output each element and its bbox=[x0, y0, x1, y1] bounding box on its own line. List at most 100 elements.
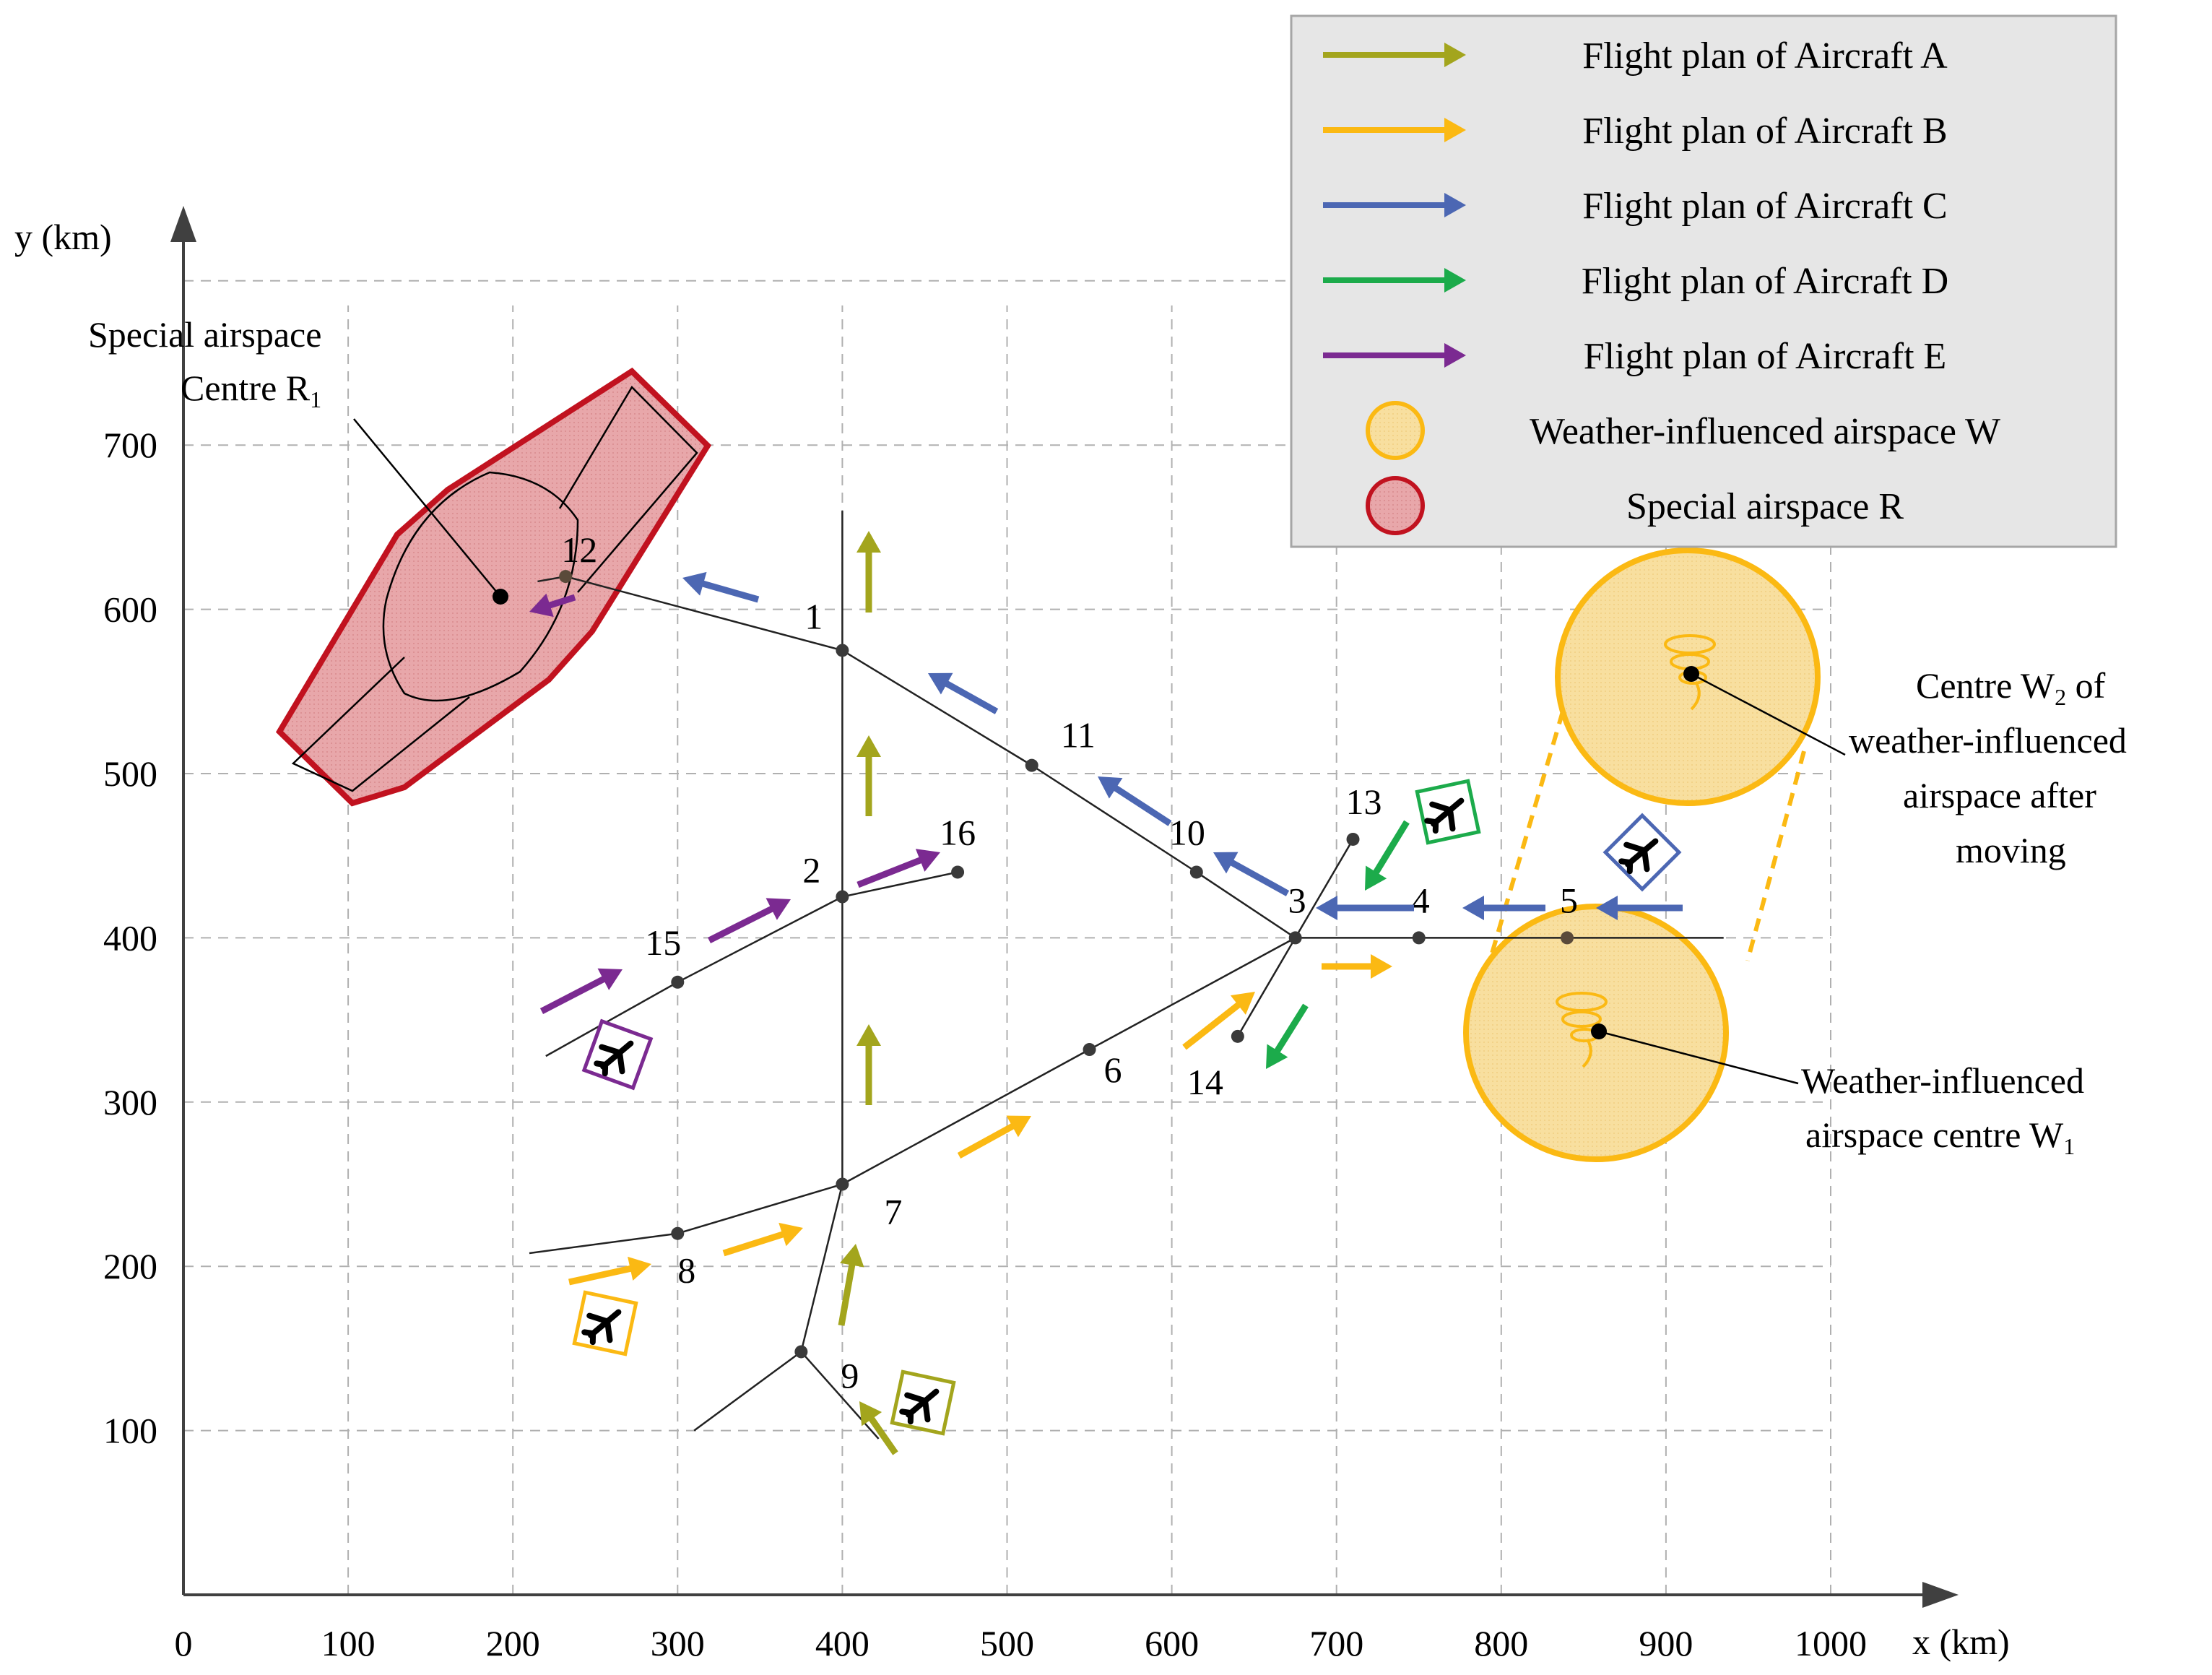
aircraft-c-arrow-head bbox=[1596, 896, 1618, 920]
aircraft-d-arrow-head bbox=[1266, 1044, 1288, 1069]
aircraft-b-arrow-head bbox=[1230, 992, 1255, 1015]
weather-airspace bbox=[1463, 547, 1846, 1162]
legend-arrow-2 bbox=[1323, 193, 1466, 217]
aircraft-e-arrow-head bbox=[529, 593, 554, 618]
special-airspace-inner-box-top bbox=[558, 385, 698, 593]
x-tick-label: 800 bbox=[1474, 1623, 1528, 1663]
w1-label-line2: airspace centre W1 bbox=[1805, 1114, 2075, 1159]
aircraft-c-arrow bbox=[1213, 852, 1290, 896]
aircraft-d-arrow-head bbox=[1365, 865, 1387, 891]
aircraft-c-arrow bbox=[928, 672, 999, 714]
aircraft-a-arrow-head bbox=[856, 735, 881, 757]
legend-arrow-4-head bbox=[1444, 343, 1466, 368]
route-segment bbox=[1031, 764, 1197, 873]
x-tick-label: 300 bbox=[651, 1623, 705, 1663]
route-segment bbox=[1088, 937, 1296, 1051]
waypoint-label-13: 13 bbox=[1346, 782, 1382, 822]
route-segment bbox=[565, 575, 843, 652]
aircraft-b-arrow-head bbox=[1006, 1115, 1031, 1138]
x-tick-label: 100 bbox=[321, 1623, 376, 1663]
aircraft-b-arrow bbox=[957, 1115, 1031, 1159]
aircraft-c-arrow-head bbox=[1098, 776, 1123, 799]
waypoint-label-14: 14 bbox=[1187, 1062, 1223, 1102]
special-airspace-r bbox=[275, 367, 712, 807]
route-segment bbox=[1196, 871, 1296, 939]
y-tick-labels: 100 200 300 400 500 600 700 bbox=[103, 425, 157, 1450]
special-airspace-inner-ellipse bbox=[382, 471, 579, 702]
aircraft-b-arrow-head bbox=[628, 1256, 651, 1281]
aircraft-c-arrow-head bbox=[928, 672, 953, 695]
annotations: Special airspace Centre R1 Centre W2 of … bbox=[88, 314, 2127, 1159]
y-tick-label: 400 bbox=[103, 917, 157, 958]
route-segment bbox=[1236, 937, 1296, 1037]
flight-plan-arrows bbox=[529, 531, 1683, 1455]
legend-label-4: Flight plan of Aircraft E bbox=[1584, 336, 1947, 377]
aircraft-c-arrow bbox=[1316, 896, 1414, 920]
waypoint-15 bbox=[671, 975, 685, 989]
waypoint-16 bbox=[951, 865, 965, 879]
waypoint-11 bbox=[1025, 758, 1038, 772]
waypoint-1 bbox=[836, 644, 849, 657]
special-airspace-inner-box-bottom bbox=[291, 657, 470, 792]
y-tick-label: 100 bbox=[103, 1411, 157, 1451]
legend-swatch-6 bbox=[1366, 476, 1425, 535]
waypoint-10 bbox=[1189, 865, 1203, 879]
y-tick-label: 200 bbox=[103, 1246, 157, 1286]
route-segment bbox=[677, 896, 843, 983]
aircraft-e-arrow-shaft bbox=[707, 905, 775, 944]
x-tick-label: 600 bbox=[1145, 1623, 1199, 1663]
aircraft-b-arrow bbox=[722, 1222, 803, 1257]
route-segment bbox=[842, 871, 958, 898]
route-segment bbox=[693, 1351, 802, 1432]
x-tick-label: 500 bbox=[980, 1623, 1034, 1663]
waypoint-label-11: 11 bbox=[1061, 715, 1096, 756]
x-tick-labels: 0 100 200 300 400 500 600 700 800 900 1000 bbox=[175, 1623, 1868, 1663]
aircraft-d-arrow-shaft bbox=[1274, 1003, 1309, 1054]
aircraft-a-arrow-head bbox=[840, 1244, 864, 1268]
weather-tangent-left bbox=[1474, 711, 1565, 1008]
w2-label-line1: Centre W2 of bbox=[1916, 665, 2106, 710]
route-segment bbox=[529, 1232, 678, 1255]
aircraft-b-arrow-head bbox=[1371, 954, 1392, 979]
aircraft-c-arrow-head bbox=[1213, 852, 1239, 874]
aircraft-e-arrow bbox=[529, 593, 576, 618]
aircraft-d-arrow bbox=[1266, 1003, 1309, 1069]
aircraft-e-arrow-head bbox=[915, 849, 940, 872]
waypoint-label-9: 9 bbox=[841, 1355, 859, 1395]
waypoint-2 bbox=[836, 890, 849, 904]
legend-swatch-5 bbox=[1366, 401, 1425, 460]
aircraft-a-arrow bbox=[856, 735, 881, 816]
legend-arrow-3-head bbox=[1444, 268, 1466, 293]
aircraft-c-arrow bbox=[682, 571, 760, 603]
aircraft-e-arrow bbox=[539, 968, 623, 1014]
aircraft-e-arrow bbox=[707, 898, 791, 944]
waypoint-label-1: 1 bbox=[804, 596, 823, 636]
legend-label-3: Flight plan of Aircraft D bbox=[1582, 261, 1948, 302]
legend-label-0: Flight plan of Aircraft A bbox=[1582, 35, 1948, 77]
waypoint-label-12: 12 bbox=[561, 529, 597, 570]
route-segment bbox=[841, 1048, 1090, 1185]
aircraft-c-arrow-shaft bbox=[1113, 784, 1172, 826]
aircraft-d-icon bbox=[1415, 779, 1481, 845]
w2-label-sub: 2 bbox=[2055, 684, 2066, 710]
w2-label-tail: of bbox=[2066, 665, 2106, 706]
aircraft-e-arrow-shaft bbox=[547, 594, 576, 609]
route-segment bbox=[800, 1351, 880, 1440]
w1-leader-line bbox=[1598, 1030, 1799, 1085]
x-tick-label: 700 bbox=[1309, 1623, 1363, 1663]
aircraft-a-icon bbox=[890, 1369, 956, 1436]
w1-label-line1: Weather-influenced bbox=[1801, 1060, 2084, 1101]
aircraft-a-arrow bbox=[859, 1401, 898, 1455]
waypoint-9 bbox=[794, 1345, 808, 1359]
aircraft-c-icon bbox=[1602, 813, 1682, 892]
aircraft-b-arrow bbox=[1182, 992, 1255, 1050]
w1-label-text: airspace centre W bbox=[1805, 1114, 2064, 1155]
w2-label-line4: moving bbox=[1956, 830, 2066, 870]
special-centre-label: Centre R1 bbox=[181, 368, 321, 412]
aircraft-e-arrow-head bbox=[765, 898, 791, 920]
legend-label-6: Special airspace R bbox=[1626, 486, 1904, 527]
legend-arrow-0 bbox=[1323, 43, 1466, 67]
aircraft-c-arrow bbox=[1098, 776, 1172, 826]
